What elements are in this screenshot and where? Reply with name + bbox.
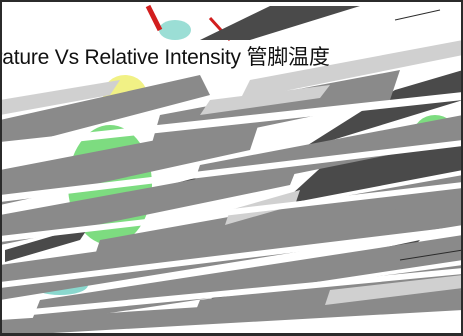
border-left [0,0,2,336]
white-slash [0,226,463,288]
gray-streak [0,160,300,245]
dark-streak [300,70,463,150]
teal-accent-top [159,20,191,40]
light-streak [200,85,330,115]
gray-streak [0,75,210,150]
light-streak [0,80,120,115]
border-top [0,0,463,2]
light-streak [325,275,463,305]
white-slash [0,92,463,150]
dark-streak [5,225,90,262]
gray-streak [0,200,463,300]
white-slash [0,140,463,202]
white-slash [0,182,463,242]
red-stroke [145,4,163,32]
light-streaks [0,40,463,305]
gray-streak [0,120,260,205]
dark-streak [200,6,360,40]
thin-line [399,249,463,261]
white-slashes [0,92,463,318]
white-slash [0,268,463,318]
light-streak [240,40,463,100]
thin-line [394,9,441,21]
border-bottom [0,333,463,336]
border-right [461,0,463,336]
